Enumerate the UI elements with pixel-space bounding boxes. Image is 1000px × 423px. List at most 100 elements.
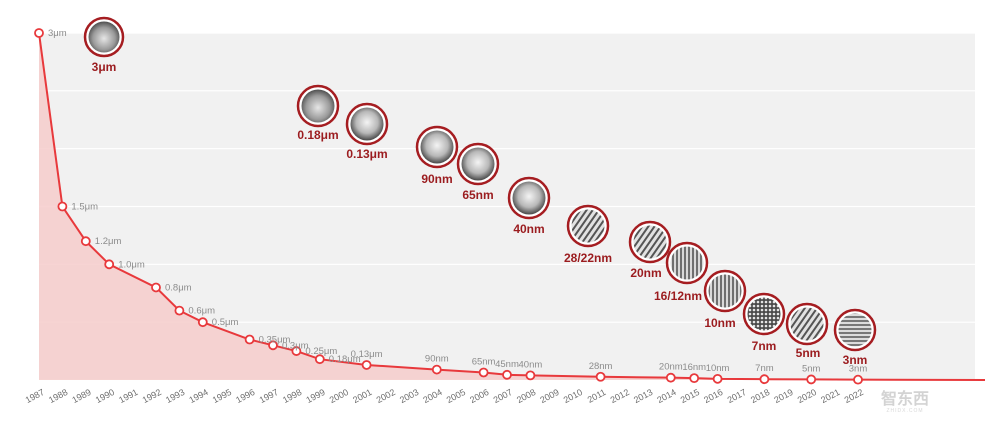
x-tick-label: 2020 <box>796 387 818 405</box>
watermark-logo: 智东西 ZHIDX.COM <box>881 389 929 414</box>
process-node-badge: 3nm <box>833 308 877 367</box>
data-label: 5nm <box>802 363 821 374</box>
badge-label: 90nm <box>421 172 452 186</box>
x-tick-label: 2008 <box>515 387 537 405</box>
x-tick-label: 2017 <box>726 387 748 405</box>
data-point-marker <box>291 346 302 356</box>
process-node-badge: 65nm <box>456 142 500 202</box>
x-tick-label: 2005 <box>445 387 467 405</box>
data-label: 0.6μm <box>188 306 215 317</box>
data-point-marker <box>853 374 863 385</box>
data-labels: 3μm1.5μm1.2μm1.0μm0.8μm0.6μm0.5μm0.35μm0… <box>48 28 867 375</box>
data-label: 16nm <box>682 362 706 373</box>
data-point-marker <box>759 374 770 385</box>
data-point-marker <box>665 372 676 383</box>
svg-text:ZHIDX.COM: ZHIDX.COM <box>886 408 923 414</box>
data-points <box>34 28 863 385</box>
badge-label: 20nm <box>630 266 661 280</box>
data-label: 28nm <box>589 361 613 372</box>
data-label: 0.13μm <box>351 349 383 360</box>
process-node-badge: 16/12nm <box>654 241 709 303</box>
cross-section-micrograph-icon <box>88 21 120 53</box>
data-point-marker <box>244 334 255 345</box>
data-point-marker <box>151 282 161 293</box>
data-point-marker <box>712 373 723 384</box>
badge-label: 10nm <box>704 316 735 330</box>
process-node-badge: 5nm <box>785 302 829 360</box>
area-fill-path <box>39 33 985 380</box>
x-tick-label: 1989 <box>70 387 92 405</box>
process-node-badge: 3μm <box>83 16 125 74</box>
data-point-marker <box>57 201 68 212</box>
x-tick-label: 1997 <box>258 387 280 405</box>
nanosheet-micrograph-icon <box>838 313 872 347</box>
process-node-badge: 90nm <box>415 125 459 186</box>
x-tick-label: 2003 <box>398 387 420 405</box>
data-point-marker <box>104 259 115 270</box>
data-point-marker <box>174 305 185 316</box>
x-tick-label: 2015 <box>679 387 701 405</box>
badge-label: 40nm <box>513 222 544 236</box>
process-node-badge: 40nm <box>507 176 551 236</box>
data-point-marker <box>595 371 606 382</box>
area-fill <box>39 33 985 380</box>
x-tick-label: 2010 <box>562 387 584 405</box>
x-tick-label: 1990 <box>94 387 116 405</box>
badge-label: 28/22nm <box>564 251 612 265</box>
x-tick-label: 1992 <box>141 387 163 405</box>
transistor-micrograph-icon <box>350 107 384 141</box>
data-point-marker <box>34 28 44 38</box>
data-point-marker <box>525 370 536 381</box>
data-label: 1.0μm <box>118 259 145 270</box>
process-node-badge: 20nm <box>628 220 672 280</box>
data-point-marker <box>361 360 372 370</box>
x-tick-label: 2007 <box>492 387 514 405</box>
x-tick-label: 2016 <box>702 387 724 405</box>
x-tick-label: 1987 <box>24 387 46 405</box>
data-point-marker <box>502 369 512 380</box>
x-tick-label: 2014 <box>655 387 677 405</box>
x-tick-label: 1988 <box>47 387 69 405</box>
x-tick-label: 2001 <box>351 387 373 405</box>
x-tick-label: 2011 <box>586 387 608 405</box>
data-point-marker <box>197 317 208 328</box>
badge-label: 3μm <box>92 60 117 74</box>
series-line-path <box>38 32 986 381</box>
finfet-micrograph-icon <box>571 209 605 243</box>
process-node-badge: 0.18μm <box>296 84 340 142</box>
series-line <box>38 32 986 381</box>
data-point-marker <box>268 340 278 351</box>
finfet-micrograph-icon <box>633 225 667 259</box>
x-tick-label: 1995 <box>211 387 233 405</box>
data-label: 7nm <box>755 363 774 374</box>
fin-array-micrograph-icon <box>670 246 704 280</box>
process-node-badge: 7nm <box>742 292 786 353</box>
data-label: 40nm <box>519 359 543 370</box>
badge-label: 0.13μm <box>346 147 387 161</box>
data-label: 0.25μm <box>305 346 337 357</box>
data-point-marker <box>431 364 442 375</box>
x-tick-label: 2022 <box>843 387 865 405</box>
data-label: 65nm <box>472 356 496 367</box>
x-tick-label: 2013 <box>632 387 654 405</box>
x-tick-label: 1993 <box>164 387 186 405</box>
x-tick-label: 1998 <box>281 387 303 405</box>
data-label: 0.35μm <box>259 335 291 346</box>
badge-label: 3nm <box>843 353 868 367</box>
svg-text:智东西: 智东西 <box>881 389 929 408</box>
transistor-micrograph-icon <box>420 130 454 164</box>
finfet-micrograph-icon <box>790 307 824 341</box>
data-label: 0.18μm <box>329 354 361 365</box>
data-point-marker <box>314 354 325 365</box>
transistor-micrograph-icon <box>461 147 495 181</box>
x-tick-label: 1996 <box>234 387 256 405</box>
data-label: 45nm <box>495 359 519 370</box>
data-label: 3nm <box>849 364 868 375</box>
x-tick-label: 1994 <box>187 387 209 405</box>
badge-label: 7nm <box>752 339 777 353</box>
data-label: 20nm <box>659 362 683 373</box>
x-tick-label: 2000 <box>328 387 350 405</box>
process-node-badges: 3μm0.18μm0.13μm90nm65nm40nm28/22nm20nm16… <box>83 16 877 367</box>
data-point-marker <box>806 374 817 385</box>
